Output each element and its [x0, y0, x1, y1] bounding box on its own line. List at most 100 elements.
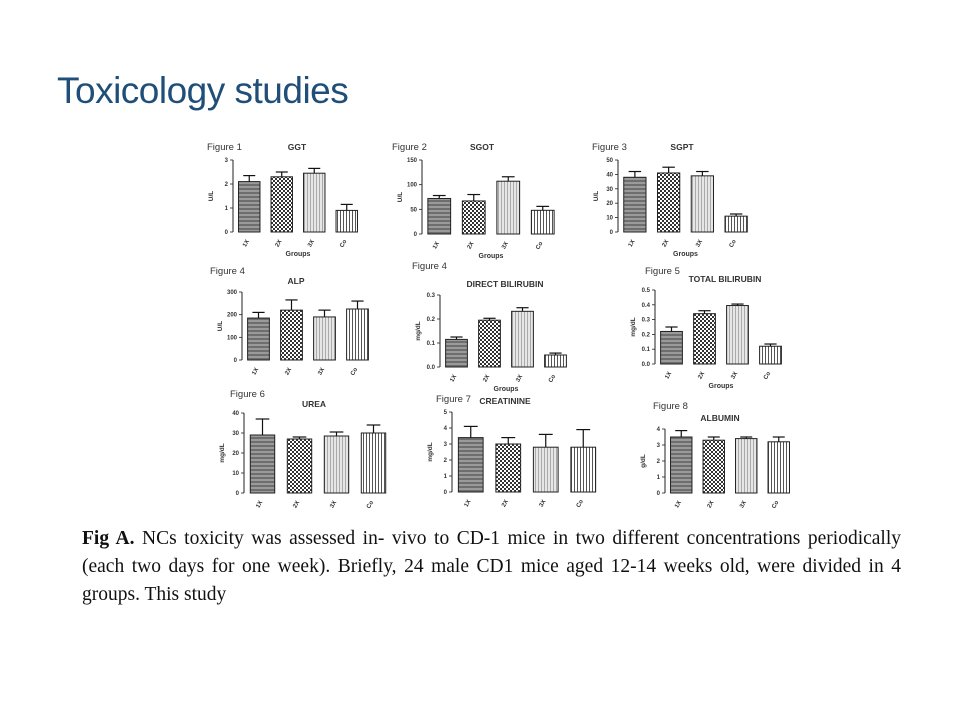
y-tick-label: 2	[225, 182, 229, 188]
y-tick-label: 0	[234, 358, 238, 364]
y-tick-label: 0.3	[642, 318, 651, 324]
figure-label: Figure 5	[645, 266, 680, 277]
y-tick-label: 1	[657, 475, 661, 481]
y-tick-label: 4	[444, 426, 448, 432]
y-tick-label: 0.2	[427, 317, 436, 323]
bar-2x	[702, 439, 725, 494]
figure-label: Figure 3	[592, 142, 627, 153]
bar-co	[335, 209, 358, 233]
figure-label: Figure 4	[210, 266, 245, 277]
y-axis-label: mg/dL	[415, 321, 422, 341]
chart-panel-sgot: Figure 2 SGOT 0 50 100 150 U/L 1X 2X 3X Co Groups	[390, 140, 575, 260]
y-axis-label: U/L	[217, 321, 224, 332]
bar-1x	[660, 330, 683, 365]
bar-1x	[427, 197, 452, 235]
y-tick-label: 3	[225, 158, 229, 164]
figure-label: Figure 8	[653, 401, 688, 412]
x-axis-label: Groups	[709, 383, 734, 390]
x-tick-label: Co	[535, 241, 544, 251]
bar-3x	[323, 435, 350, 494]
bar-3x	[313, 316, 336, 361]
x-tick-label: 2X	[275, 239, 284, 248]
x-tick-label: 2X	[284, 367, 293, 376]
x-tick-label: 2X	[697, 371, 706, 380]
y-tick-label: 0.0	[427, 365, 436, 371]
chart-svg: Figure 7 CREATININE 0 1 2 3 4 5 mg/dL 1X 2X 3X Co	[427, 394, 597, 509]
bar-1x	[623, 176, 647, 233]
x-tick-label: 2X	[467, 241, 476, 250]
bar-3x	[532, 446, 559, 493]
y-tick-label: 30	[232, 431, 239, 437]
bar-2x	[495, 443, 522, 493]
bar-2x	[693, 313, 716, 365]
x-tick-label: 2X	[501, 499, 510, 508]
y-axis-label: U/L	[397, 192, 404, 203]
bar-co	[759, 345, 782, 365]
x-tick-label: 1X	[449, 374, 458, 383]
x-tick-label: 1X	[251, 367, 260, 376]
y-tick-label: 100	[227, 335, 238, 341]
y-axis-label: mg/dL	[630, 317, 637, 337]
figure-label: Figure 7	[436, 394, 471, 405]
y-tick-label: 0	[444, 490, 448, 496]
bar-2x	[478, 319, 501, 368]
x-tick-label: 1X	[674, 500, 683, 509]
y-axis-label: mg/dL	[427, 442, 434, 462]
x-tick-label: 3X	[695, 239, 704, 248]
chart-title: CREATININE	[479, 396, 531, 406]
chart-title: TOTAL BILIRUBIN	[689, 274, 762, 284]
x-tick-label: 2X	[292, 500, 301, 509]
figure-label: Figure 1	[207, 142, 242, 153]
x-tick-label: Co	[576, 499, 585, 509]
y-tick-label: 150	[407, 158, 418, 164]
chart-panel-urea: Figure 6 UREA 0 10 20 30 40 mg/dL 1X 2X 3X Co	[219, 385, 407, 510]
bar-3x	[303, 172, 326, 233]
bar-1x	[247, 317, 270, 361]
bar-1x	[670, 436, 693, 494]
y-tick-label: 200	[227, 313, 238, 319]
chart-panel-alp: Figure 4 ALP 0 100 200 300 U/L 1X 2X 3X Co	[208, 262, 388, 382]
chart-svg: Figure 4 DIRECT BILIRUBIN 0.0 0.1 0.2 0.3 mg/d…	[412, 261, 567, 393]
y-tick-label: 0.5	[642, 288, 651, 294]
y-tick-label: 0	[236, 491, 240, 497]
slide-title: Toxicology studies	[57, 70, 349, 111]
bar-co	[530, 209, 555, 235]
figure-label: Figure 6	[230, 389, 265, 400]
chart-title: ALP	[288, 276, 305, 286]
x-tick-label: 2X	[482, 374, 491, 383]
x-tick-label: Co	[771, 500, 780, 510]
bar-2x	[461, 200, 486, 235]
y-tick-label: 3	[657, 443, 661, 449]
y-tick-label: 3	[444, 442, 448, 448]
x-tick-label: Co	[729, 239, 738, 249]
bar-2x	[280, 309, 303, 361]
chart-title: UREA	[302, 399, 326, 409]
chart-svg: Figure 8 ALBUMIN 0 1 2 3 4 g/dL 1X 2X 3X Co	[640, 401, 790, 510]
x-tick-label: Co	[548, 374, 557, 384]
y-tick-label: 20	[232, 451, 239, 457]
x-tick-label: Co	[339, 239, 348, 249]
x-tick-label: 3X	[317, 367, 326, 376]
x-tick-label: 1X	[432, 241, 441, 250]
y-tick-label: 0.2	[642, 332, 651, 338]
y-tick-label: 1	[225, 206, 229, 212]
y-tick-label: 40	[606, 172, 613, 178]
y-tick-label: 40	[232, 411, 239, 417]
x-tick-label: 3X	[515, 374, 524, 383]
x-tick-label: 1X	[664, 371, 673, 380]
x-tick-label: 3X	[307, 239, 316, 248]
x-tick-label: 1X	[242, 239, 251, 248]
y-tick-label: 10	[606, 216, 613, 222]
chart-svg: Figure 3 SGPT 0 10 20 30 40 50 U/L 1X 2X 3X Co Groups	[592, 142, 748, 258]
y-tick-label: 100	[407, 183, 418, 189]
chart-svg: Figure 4 ALP 0 100 200 300 U/L 1X 2X 3X Co	[210, 266, 369, 377]
chart-panel-ggt: Figure 1 GGT 0 1 2 3 U/L 1X 2X 3X Co Groups	[205, 140, 380, 260]
y-tick-label: 50	[606, 158, 613, 164]
bar-co	[346, 308, 369, 361]
y-tick-label: 0.1	[642, 347, 651, 353]
y-tick-label: 0.4	[642, 303, 651, 309]
y-tick-label: 0	[225, 230, 229, 236]
y-tick-label: 300	[227, 290, 238, 296]
chart-panel-creatinine: Figure 7 CREATININE 0 1 2 3 4 5 mg/dL 1X 2X 3X Co	[427, 390, 615, 509]
x-tick-label: 1X	[628, 239, 637, 248]
